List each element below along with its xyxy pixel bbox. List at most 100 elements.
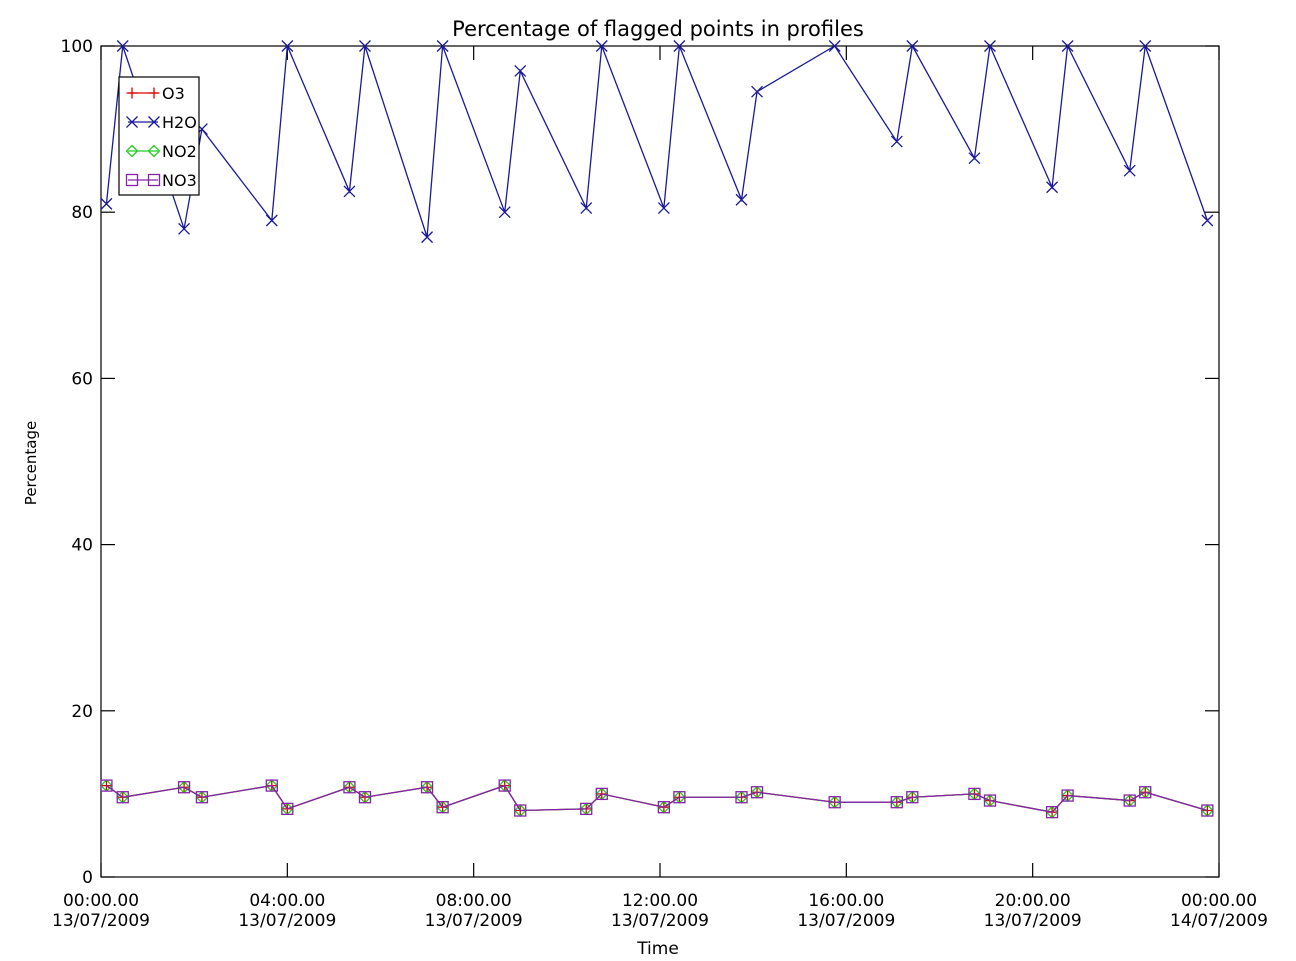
data-point-h2o bbox=[657, 202, 670, 215]
data-point-h2o bbox=[178, 222, 191, 235]
y-tick-label: 20 bbox=[71, 702, 93, 722]
data-point-no3 bbox=[657, 801, 671, 814]
data-point-no3 bbox=[983, 794, 997, 807]
data-point-no3 bbox=[100, 779, 113, 792]
series-line-no3 bbox=[106, 784, 1208, 813]
data-point-h2o bbox=[436, 40, 449, 52]
data-point-no3 bbox=[828, 796, 841, 809]
legend-marker bbox=[148, 116, 160, 128]
data-point-h2o bbox=[890, 135, 903, 148]
x-tick-time: 16:00.00 bbox=[808, 891, 884, 911]
x-tick-time: 00:00.00 bbox=[1181, 891, 1257, 911]
data-point-h2o bbox=[100, 197, 113, 210]
data-point-h2o bbox=[498, 206, 511, 219]
x-axis-label: Time bbox=[636, 939, 679, 959]
data-point-h2o bbox=[1061, 40, 1074, 52]
data-point-no3 bbox=[890, 796, 903, 809]
data-point-no3 bbox=[498, 779, 511, 792]
data-point-h2o bbox=[514, 64, 527, 77]
data-point-no3 bbox=[595, 787, 608, 801]
data-point-h2o bbox=[421, 231, 434, 244]
data-point-no3 bbox=[906, 791, 919, 804]
y-tick-label: 40 bbox=[71, 536, 93, 556]
x-tick-time: 20:00.00 bbox=[995, 891, 1071, 911]
legend-marker bbox=[148, 87, 160, 99]
data-point-no3 bbox=[1123, 794, 1136, 807]
data-point-no3 bbox=[116, 791, 129, 804]
series-no3 bbox=[100, 779, 1214, 819]
x-tick-date: 13/07/2009 bbox=[797, 911, 895, 931]
data-point-no3 bbox=[1061, 789, 1074, 802]
data-point-h2o bbox=[343, 185, 356, 198]
series-line-h2o bbox=[105, 43, 1208, 238]
data-point-no3 bbox=[673, 791, 686, 804]
x-tick-date: 14/07/2009 bbox=[1170, 911, 1268, 931]
data-point-h2o bbox=[580, 202, 593, 215]
legend-marker bbox=[126, 116, 138, 128]
data-point-no3 bbox=[580, 802, 593, 816]
data-point-h2o bbox=[281, 40, 294, 52]
legend-item-no3: NO3 bbox=[125, 171, 197, 190]
legend: O3 H2O NO2 NO3 bbox=[118, 76, 200, 196]
y-tick-label: 0 bbox=[82, 868, 93, 888]
data-point-no3 bbox=[177, 781, 191, 794]
data-point-h2o bbox=[751, 85, 764, 98]
x-tick-date: 13/07/2009 bbox=[52, 911, 150, 931]
plot-frame bbox=[100, 45, 1220, 878]
legend-marker bbox=[126, 87, 138, 99]
data-point-no3 bbox=[1201, 804, 1214, 817]
x-tick-date: 13/07/2009 bbox=[611, 911, 709, 931]
x-tick-date: 13/07/2009 bbox=[984, 911, 1082, 931]
legend-marker bbox=[147, 144, 161, 158]
data-point-no3 bbox=[281, 802, 294, 816]
x-tick-time: 08:00.00 bbox=[436, 891, 512, 911]
legend-item-h2o: H2O bbox=[126, 113, 197, 132]
legend-label: O3 bbox=[162, 84, 185, 103]
data-point-h2o bbox=[1123, 164, 1136, 177]
y-tick-label: 60 bbox=[71, 369, 93, 389]
series-h2o bbox=[100, 40, 1214, 244]
legend-marker bbox=[125, 144, 139, 158]
x-tick-date: 13/07/2009 bbox=[238, 911, 336, 931]
data-point-no3 bbox=[343, 781, 356, 794]
data-point-no3 bbox=[265, 779, 278, 792]
legend-label: NO2 bbox=[162, 142, 197, 161]
data-point-h2o bbox=[735, 193, 748, 206]
legend-item-no2: NO2 bbox=[125, 142, 197, 161]
data-point-h2o bbox=[116, 40, 129, 52]
legend-marker bbox=[147, 173, 161, 187]
data-point-no3 bbox=[968, 787, 981, 801]
x-tick-date: 13/07/2009 bbox=[425, 911, 523, 931]
chart-title: Percentage of flagged points in profiles bbox=[452, 17, 864, 41]
y-axis-label: Percentage bbox=[22, 421, 40, 505]
x-tick-time: 04:00.00 bbox=[249, 891, 325, 911]
data-point-h2o bbox=[828, 40, 841, 52]
data-point-h2o bbox=[673, 40, 686, 52]
data-point-h2o bbox=[1201, 214, 1214, 227]
data-point-no3 bbox=[514, 804, 527, 817]
data-point-h2o bbox=[906, 40, 919, 52]
data-point-no3 bbox=[420, 781, 434, 794]
data-point-h2o bbox=[968, 152, 981, 165]
data-point-h2o bbox=[984, 40, 996, 52]
x-tick-time: 12:00.00 bbox=[622, 891, 698, 911]
series-layer bbox=[100, 40, 1214, 819]
data-point-h2o bbox=[595, 40, 608, 52]
y-tick-label: 100 bbox=[61, 37, 93, 57]
data-point-h2o bbox=[1046, 181, 1059, 194]
legend-label: NO3 bbox=[162, 171, 197, 190]
data-point-h2o bbox=[265, 214, 278, 227]
data-point-no3 bbox=[195, 791, 209, 804]
legend-item-o3: O3 bbox=[126, 84, 185, 103]
data-point-no3 bbox=[436, 801, 449, 814]
x-tick-time: 00:00.00 bbox=[63, 891, 139, 911]
data-point-no3 bbox=[750, 786, 764, 799]
data-point-no3 bbox=[358, 791, 372, 804]
data-point-h2o bbox=[1139, 40, 1152, 52]
data-point-no3 bbox=[1045, 806, 1059, 819]
legend-label: H2O bbox=[162, 113, 197, 132]
data-point-no3 bbox=[1139, 786, 1152, 799]
data-point-h2o bbox=[359, 40, 371, 52]
legend-marker bbox=[125, 173, 139, 187]
